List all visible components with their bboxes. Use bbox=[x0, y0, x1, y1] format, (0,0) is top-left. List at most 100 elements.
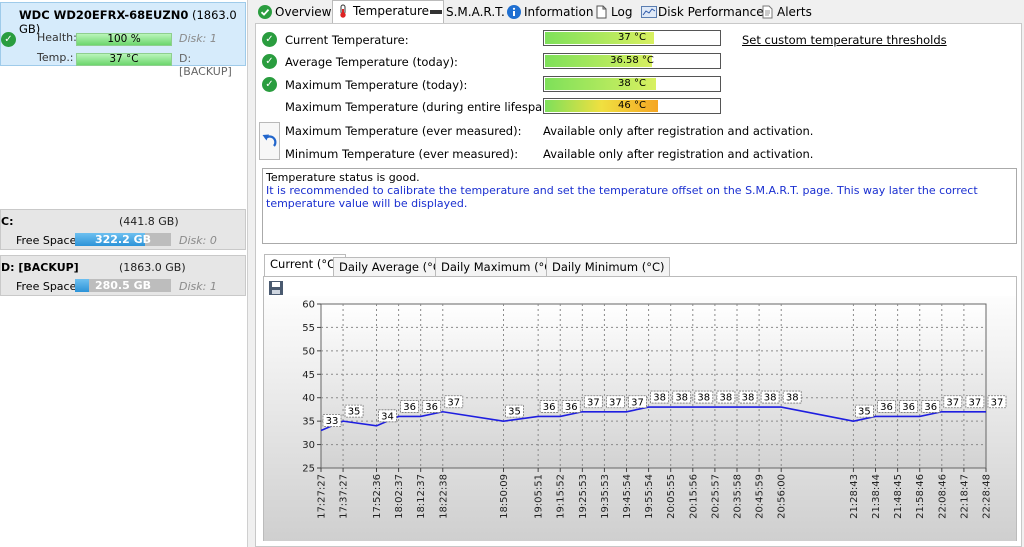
data-label: 36 bbox=[543, 402, 556, 413]
data-label: 35 bbox=[508, 407, 521, 418]
volume-c[interactable]: C: (441.8 GB) Free Space 322.2 GB Disk: … bbox=[0, 209, 246, 250]
data-label-box bbox=[899, 400, 919, 413]
data-label-box bbox=[650, 390, 669, 404]
data-label-box bbox=[322, 414, 342, 427]
lifespan-max-label: Maximum Temperature (during entire lifes… bbox=[285, 100, 558, 114]
data-label: 38 bbox=[653, 393, 666, 404]
average-temperature-label: Average Temperature (today): bbox=[285, 55, 458, 69]
data-label-box bbox=[672, 390, 692, 404]
ever-max-label: Maximum Temperature (ever measured): bbox=[285, 124, 522, 138]
data-label-box bbox=[422, 400, 442, 413]
y-tick-label: 40 bbox=[302, 393, 315, 404]
maximum-temperature-label: Maximum Temperature (today): bbox=[285, 78, 468, 92]
data-label: 38 bbox=[675, 393, 688, 404]
disk-item-selected[interactable]: WDC WD20EFRX-68EUZN0 (1863.0 GB) ✓ Healt… bbox=[0, 2, 246, 78]
save-chart-button[interactable] bbox=[268, 280, 286, 297]
x-tick-label: 17:37:27 bbox=[339, 474, 350, 519]
free-space-label: Free Space bbox=[16, 280, 77, 293]
x-tick-label: 22:08:46 bbox=[937, 474, 948, 519]
data-label: 38 bbox=[764, 393, 777, 404]
data-label-box bbox=[378, 409, 397, 423]
undo-arrow-icon bbox=[262, 133, 277, 151]
ever-min-value: Available only after registration and ac… bbox=[543, 147, 814, 161]
x-tick-label: 21:28:43 bbox=[849, 474, 860, 519]
chart-tab-daily-maximum[interactable]: Daily Maximum (°C) bbox=[435, 257, 563, 278]
data-label: 37 bbox=[946, 397, 959, 408]
data-label: 37 bbox=[587, 397, 600, 408]
y-tick-label: 30 bbox=[302, 440, 315, 451]
data-label-box bbox=[855, 404, 874, 418]
temp-drive: D: [BACKUP] bbox=[179, 52, 232, 78]
ever-min-label: Minimum Temperature (ever measured): bbox=[285, 147, 519, 161]
tab-information[interactable]: Information bbox=[504, 2, 606, 22]
chart-tab-daily-minimum[interactable]: Daily Minimum (°C) bbox=[546, 257, 671, 278]
refresh-button[interactable] bbox=[259, 122, 280, 160]
data-label-box bbox=[965, 395, 985, 409]
set-thresholds-link[interactable]: Set custom temperature thresholds bbox=[742, 33, 947, 47]
save-icon bbox=[268, 281, 284, 299]
check-icon bbox=[258, 5, 272, 19]
average-temperature-bar: 36.58 °C bbox=[543, 53, 721, 69]
current-temperature-bar: 37 °C bbox=[543, 30, 721, 46]
data-label: 35 bbox=[858, 407, 871, 418]
tab-log[interactable]: Log bbox=[591, 2, 653, 22]
data-label: 36 bbox=[902, 402, 915, 413]
health-label: Health: bbox=[37, 31, 77, 44]
x-tick-label: 19:45:54 bbox=[622, 474, 633, 519]
volume-disk: Disk: 1 bbox=[179, 280, 217, 293]
thermometer-icon bbox=[336, 4, 350, 18]
data-label-box bbox=[921, 400, 941, 413]
x-tick-label: 20:05:55 bbox=[666, 474, 677, 519]
x-tick-label: 18:50:09 bbox=[499, 474, 510, 519]
status-text: Temperature status is good. bbox=[266, 171, 420, 184]
x-tick-label: 20:25:57 bbox=[710, 474, 721, 519]
data-label-box bbox=[877, 400, 896, 413]
data-label-box bbox=[606, 395, 625, 409]
data-label: 36 bbox=[403, 402, 416, 413]
data-label-box bbox=[782, 390, 802, 404]
tab-alerts[interactable]: Alerts bbox=[757, 2, 832, 22]
main-tabs: Overview Temperature S.M.A.R.T. Informat… bbox=[253, 0, 1024, 24]
health-bar: 100 % bbox=[76, 33, 172, 46]
tab-temperature[interactable]: Temperature bbox=[332, 0, 444, 24]
document-icon bbox=[594, 5, 608, 19]
data-label: 36 bbox=[924, 402, 937, 413]
temp-bar: 37 °C bbox=[76, 53, 172, 66]
chart-tab-daily-average[interactable]: Daily Average (°C) bbox=[333, 257, 452, 278]
data-label-box bbox=[760, 390, 780, 404]
data-label: 37 bbox=[969, 397, 982, 408]
chart-tab-current[interactable]: Current (°C) bbox=[264, 254, 346, 277]
alerts-icon bbox=[760, 5, 774, 19]
x-tick-label: 22:28:48 bbox=[982, 474, 993, 519]
data-label: 35 bbox=[348, 407, 361, 418]
free-space-label: Free Space bbox=[16, 234, 77, 247]
volume-title: C: bbox=[1, 215, 14, 228]
data-label: 36 bbox=[565, 402, 578, 413]
ever-max-value: Available only after registration and ac… bbox=[543, 124, 814, 138]
x-tick-label: 17:27:27 bbox=[317, 474, 328, 519]
x-tick-label: 19:15:52 bbox=[556, 474, 567, 519]
data-label-box bbox=[561, 400, 581, 413]
y-tick-label: 60 bbox=[302, 300, 315, 311]
tab-smart[interactable]: S.M.A.R.T. bbox=[426, 2, 521, 22]
free-space-bar: 280.5 GB bbox=[75, 279, 171, 292]
temperature-line-chart: 25 30 35 40 45 50 55 60 17:27:27 17:37:27 17:52:36… bbox=[264, 296, 1016, 541]
data-label-box bbox=[943, 395, 963, 409]
data-label: 38 bbox=[742, 393, 755, 404]
tab-overview[interactable]: Overview bbox=[255, 2, 347, 22]
current-temperature-label: Current Temperature: bbox=[285, 33, 409, 47]
data-label: 38 bbox=[720, 393, 733, 404]
disk-title: WDC WD20EFRX-68EUZN0 (1863.0 GB) bbox=[19, 8, 237, 36]
volume-d[interactable]: D: [BACKUP] (1863.0 GB) Free Space 280.5… bbox=[0, 255, 246, 296]
x-tick-label: 18:12:37 bbox=[416, 474, 427, 519]
x-tick-label: 20:45:59 bbox=[755, 474, 766, 519]
x-tick-label: 19:05:51 bbox=[534, 474, 545, 519]
x-tick-label: 17:52:36 bbox=[372, 474, 383, 519]
volume-size: (1863.0 GB) bbox=[119, 261, 186, 274]
temp-label: Temp.: bbox=[37, 51, 74, 64]
data-label: 33 bbox=[326, 416, 339, 427]
health-ok-icon: ✓ bbox=[1, 32, 16, 47]
disk-list-panel: WDC WD20EFRX-68EUZN0 (1863.0 GB) ✓ Healt… bbox=[0, 0, 248, 547]
volume-size: (441.8 GB) bbox=[119, 215, 179, 228]
tab-disk-performance[interactable]: Disk Performance bbox=[638, 2, 770, 22]
